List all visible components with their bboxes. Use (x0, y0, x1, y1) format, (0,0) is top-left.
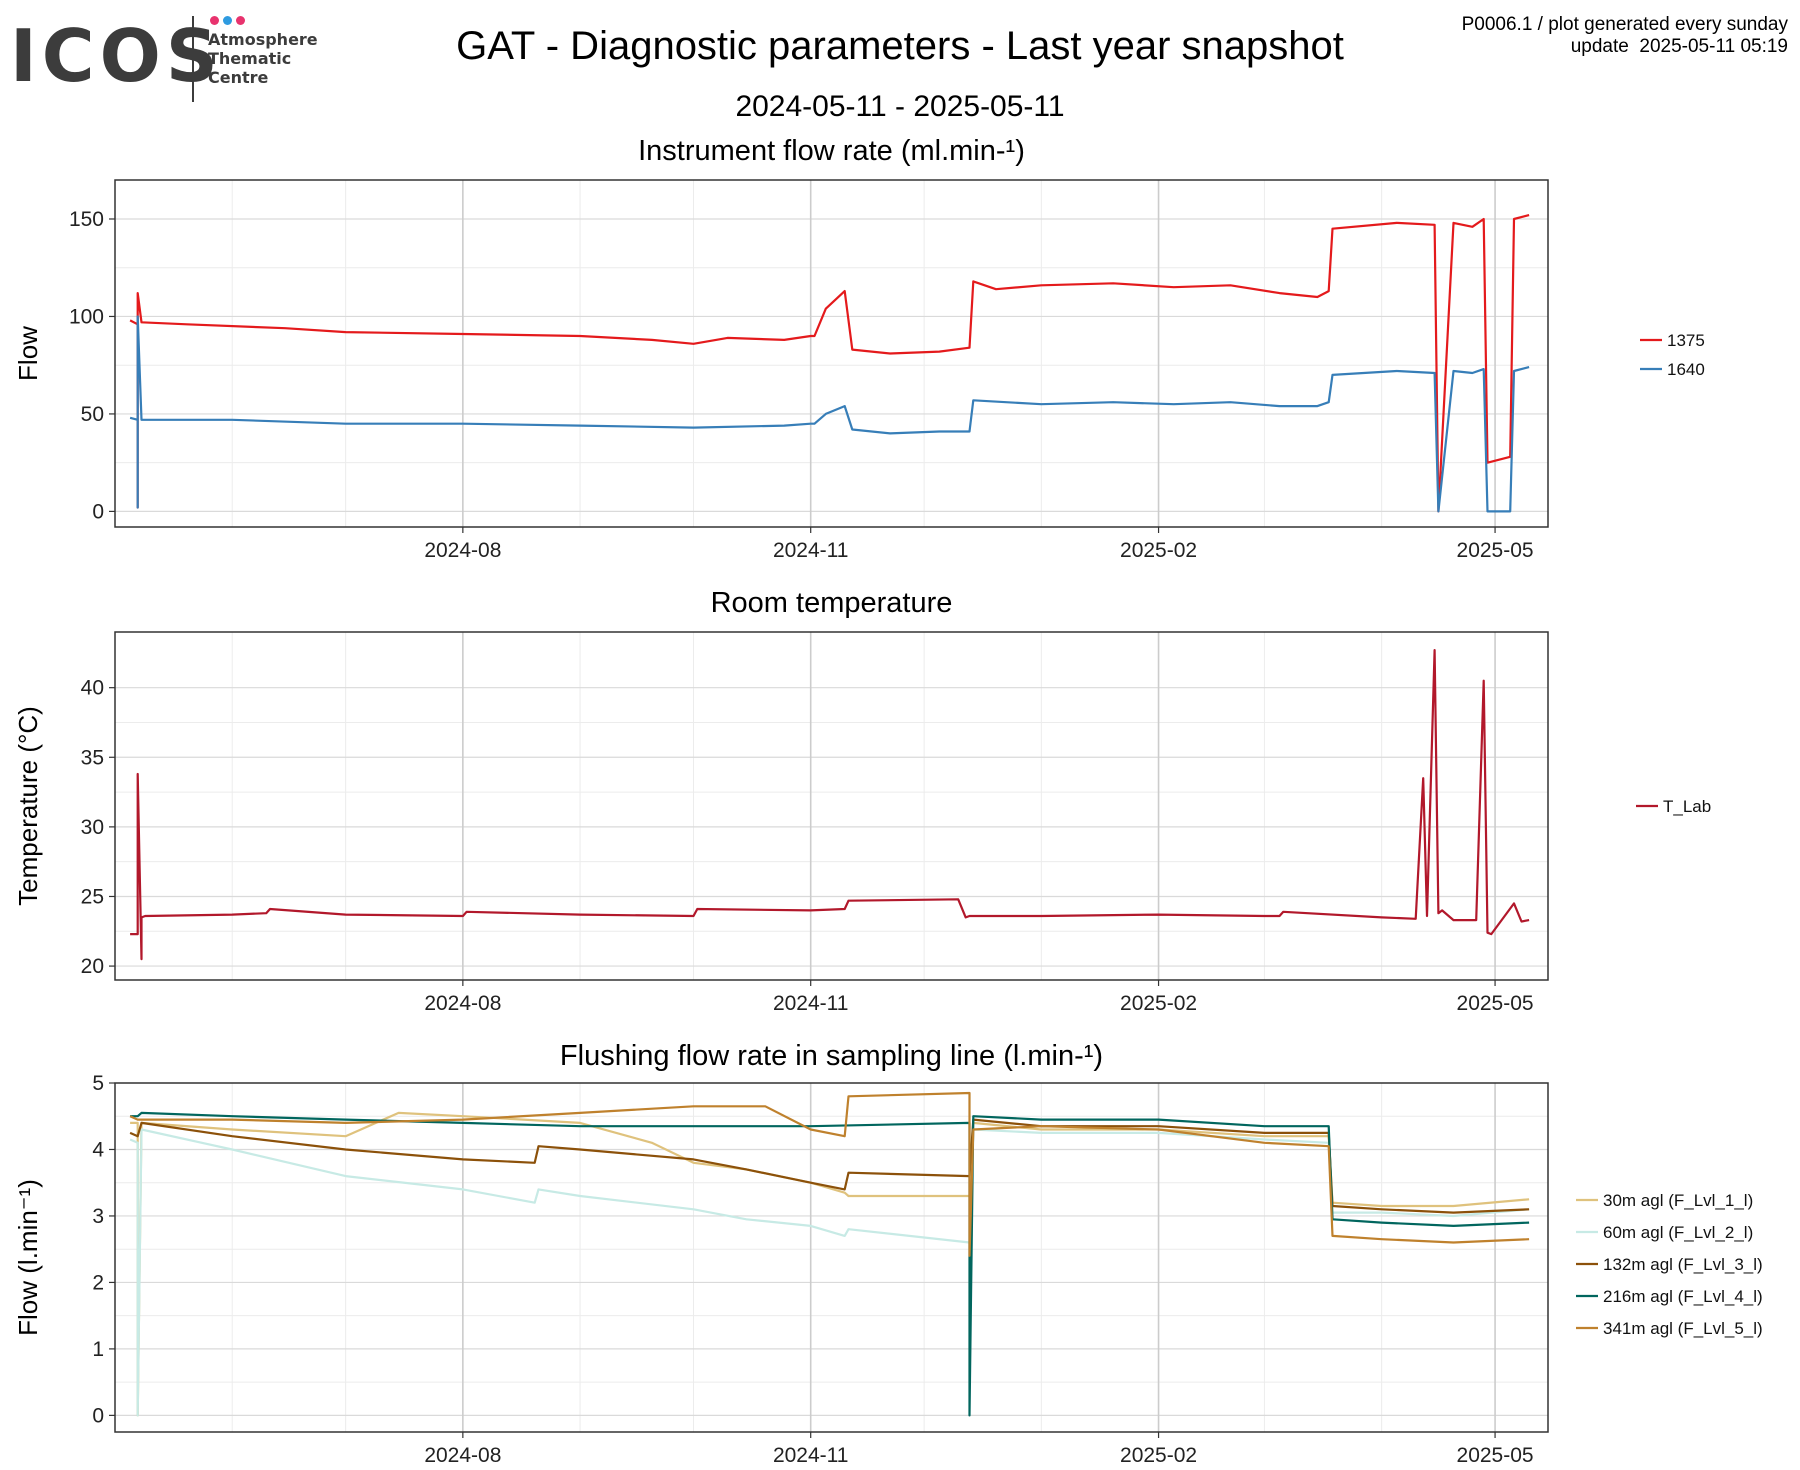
x-tick-label: 2024-11 (773, 539, 849, 562)
chart-title: Instrument flow rate (ml.min-¹) (638, 135, 1025, 167)
x-tick-label: 2024-08 (424, 1444, 501, 1467)
y-tick-label: 40 (81, 677, 104, 700)
y-axis-label: Flow (13, 326, 43, 381)
legend-label: 341m agl (F_Lvl_5_l) (1603, 1319, 1763, 1338)
x-tick-label: 2025-05 (1457, 1444, 1534, 1467)
logo-dot-pink (210, 16, 219, 25)
y-tick-label: 4 (92, 1138, 104, 1161)
y-tick-label: 1 (92, 1338, 104, 1361)
y-tick-label: 150 (69, 208, 104, 231)
series-line-0 (129, 214, 1530, 513)
series-line-3 (130, 1111, 1530, 1417)
chart-flush: Flushing flow rate in sampling line (l.m… (13, 1040, 1763, 1467)
legend-label: 30m agl (F_Lvl_1_l) (1603, 1191, 1753, 1210)
x-tick-label: 2024-11 (773, 1444, 849, 1467)
logo-wordmark: ICOS (10, 14, 223, 98)
plot-panel-border (114, 631, 1549, 981)
plot-info-line: P0006.1 / plot generated every sunday (1461, 14, 1788, 35)
update-info-line: update 2025-05-11 05:19 (1570, 36, 1788, 57)
x-tick-label: 2024-08 (424, 539, 501, 562)
x-tick-label: 2025-05 (1457, 539, 1534, 562)
series-line-0 (130, 1111, 1530, 1417)
series-line-0 (130, 648, 1530, 961)
date-range-subtitle: 2024-05-11 - 2025-05-11 (735, 90, 1065, 123)
x-tick-label: 2024-11 (773, 992, 849, 1015)
y-tick-label: 20 (81, 955, 104, 978)
chart-temp: Room temperature Temperature (°C) 20 25 30 35… (13, 587, 1711, 1015)
x-tick-label: 2025-02 (1120, 539, 1197, 562)
logo-dot-blue (223, 16, 232, 25)
y-tick-label: 5 (92, 1072, 104, 1095)
logo-divider (192, 16, 194, 102)
series-line-1 (129, 1128, 1530, 1417)
chart-flow: Instrument flow rate (ml.min-¹) Flow 0 50 10… (13, 135, 1705, 562)
legend-label: T_Lab (1663, 797, 1711, 816)
y-tick-label: 35 (81, 746, 104, 769)
logo-dot-pink-2 (236, 16, 245, 25)
y-tick-label: 25 (81, 885, 104, 908)
y-tick-label: 50 (81, 403, 104, 426)
logo-line-2: Thematic (208, 49, 292, 68)
x-tick-label: 2025-02 (1120, 1444, 1197, 1467)
logo-line-3: Centre (208, 68, 269, 87)
plot-panel-border (114, 179, 1549, 528)
series-line-1 (129, 315, 1530, 513)
series-line-4 (129, 1091, 1530, 1257)
x-tick-label: 2024-08 (424, 992, 501, 1015)
legend-label: 132m agl (F_Lvl_3_l) (1603, 1255, 1763, 1274)
chart-title: Room temperature (711, 587, 953, 619)
y-tick-label: 100 (69, 305, 104, 328)
x-tick-label: 2025-02 (1120, 992, 1197, 1015)
plot-panel-border (114, 1082, 1549, 1433)
y-tick-label: 0 (92, 500, 104, 523)
generation-info: P0006.1 / plot generated every sunday up… (1462, 14, 1788, 58)
logo-line-1: Atmosphere (208, 30, 318, 49)
legend-label: 60m agl (F_Lvl_2_l) (1603, 1223, 1753, 1242)
legend-label: 1375 (1667, 331, 1705, 350)
y-tick-label: 0 (92, 1404, 104, 1427)
y-tick-label: 30 (81, 816, 104, 839)
y-tick-label: 2 (92, 1271, 104, 1294)
icos-logo: ICOS Atmosphere Thematic Centre (10, 14, 330, 104)
legend-label: 1640 (1667, 360, 1705, 379)
x-tick-label: 2025-05 (1457, 992, 1534, 1015)
y-tick-label: 3 (92, 1205, 104, 1228)
legend-label: 216m agl (F_Lvl_4_l) (1603, 1287, 1763, 1306)
y-axis-label: Temperature (°C) (13, 706, 43, 906)
y-axis-label: Flow (l.min⁻¹) (13, 1179, 43, 1336)
page-title: GAT - Diagnostic parameters - Last year … (456, 24, 1344, 68)
chart-title: Flushing flow rate in sampling line (l.m… (560, 1040, 1103, 1072)
